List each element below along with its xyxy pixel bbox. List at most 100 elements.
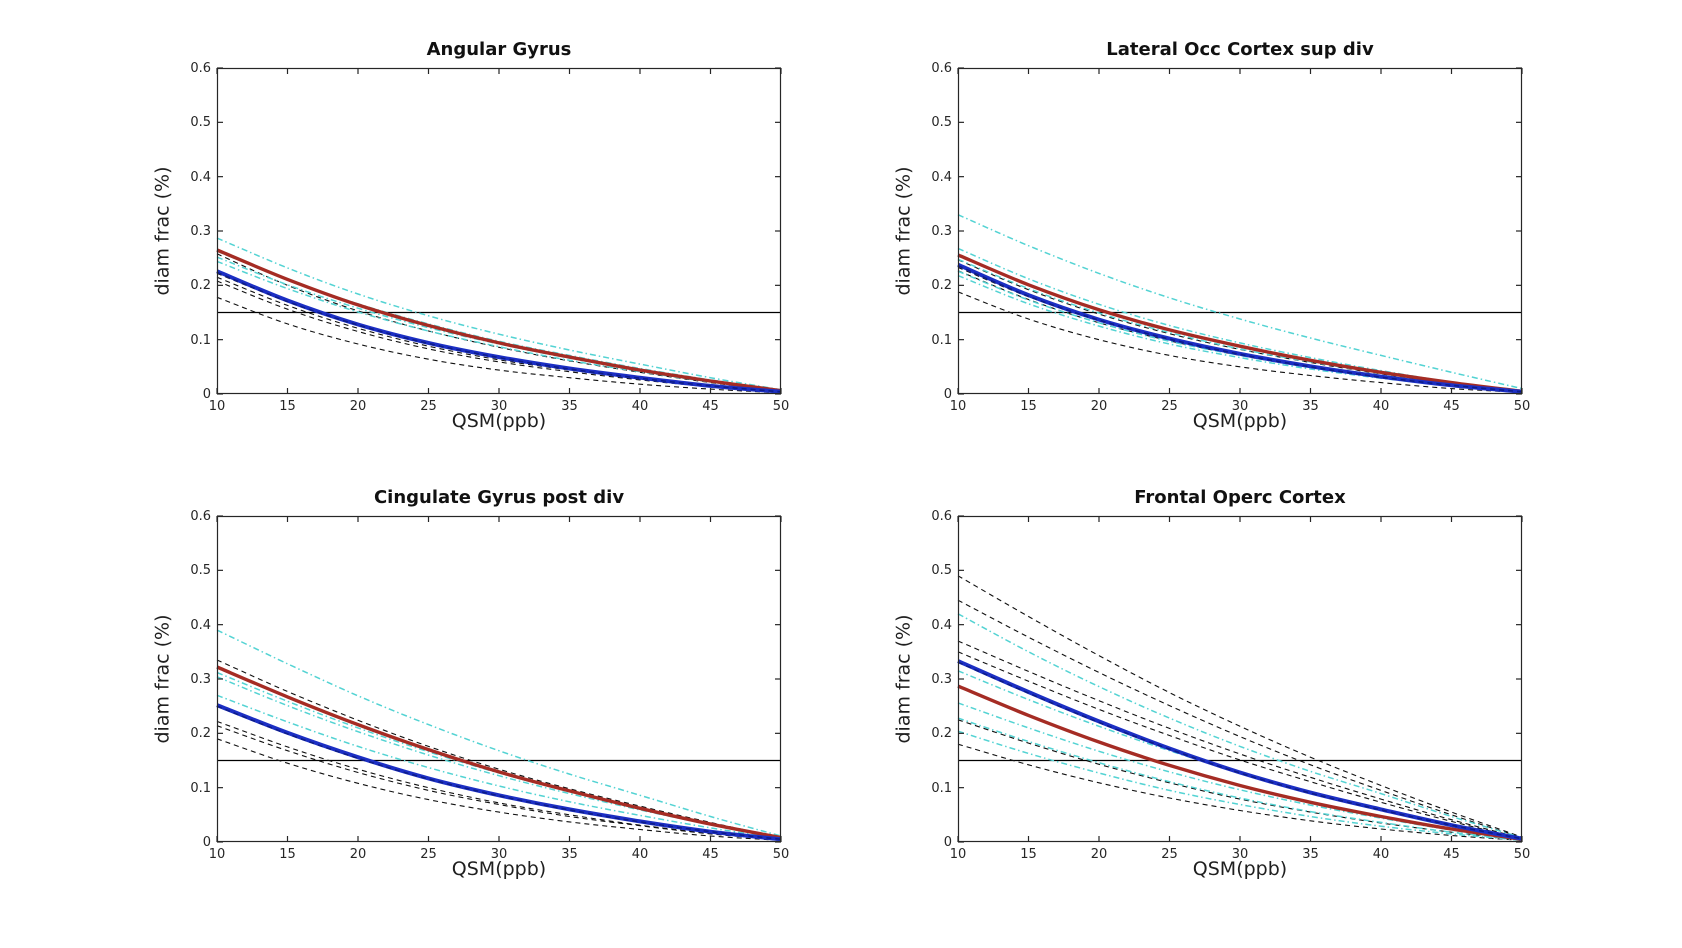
series-black-dashed-1 [957,259,1523,392]
series-black-dashed-1 [216,253,782,392]
subplot-lateral-occ-cortex-sup-div: Lateral Occ Cortex sup div diam frac (%)… [893,39,1530,432]
series-red-thick-mean [216,248,782,393]
x-tick-label: 30 [1231,399,1249,414]
series-black-dashed-5 [216,296,782,394]
series-black-dashed-2 [216,720,782,841]
plot-box-border [216,515,782,843]
x-tick-label: 40 [631,399,649,414]
x-axis-label: QSM(ppb) [451,410,547,432]
plot-box-border [216,67,782,395]
y-tick-label: 0.1 [931,332,952,348]
plot-title: Cingulate Gyrus post div [373,487,625,508]
y-tick-label: 0 [202,835,211,850]
series-cyan-dashdot-4 [957,717,1523,841]
series-cyan-dashdot-1 [216,237,782,391]
x-tick-label: 25 [1161,399,1178,414]
plot-title: Lateral Occ Cortex sup div [1106,39,1374,60]
x-tick-label: 30 [490,399,508,414]
x-tick-label: 30 [490,847,508,862]
y-tick-label: 0.5 [931,115,952,131]
x-tick-label: 45 [702,847,719,862]
series-navy-dashed-overlay [957,661,1523,840]
y-tick-label: 0.3 [931,672,952,687]
y-tick-label: 0.4 [190,169,211,185]
series-cyan-dashdot-4 [216,260,782,392]
x-tick-label: 15 [1020,847,1037,862]
x-axis-label: QSM(ppb) [1192,410,1288,432]
x-tick-label: 45 [1443,399,1460,414]
y-tick-label: 0.5 [931,563,952,579]
x-tick-label: 40 [631,847,649,862]
series-black-dashed-4 [216,738,782,841]
series-black-dashed-3 [957,640,1523,839]
plot-area [957,67,1523,395]
y-tick-label: 0.2 [931,278,952,294]
x-tick-label: 45 [702,399,719,414]
x-tick-label: 10 [949,847,967,862]
y-tick-label: 0.1 [190,780,211,796]
y-tick-label: 0.2 [931,726,952,742]
x-tick-label: 40 [1372,847,1390,862]
y-tick-label: 0.4 [931,169,952,185]
x-tick-label: 35 [561,847,578,862]
x-tick-label: 50 [1513,847,1531,862]
subplot-frontal-operc-cortex: Frontal Operc Cortex diam frac (%) QSM(p… [893,487,1530,880]
series-cyan-dashdot-5 [957,730,1523,842]
y-tick-label: 0 [202,387,211,402]
y-tick-label: 0.4 [931,617,952,633]
y-tick-label: 0.6 [931,509,952,524]
plot-box-border [957,515,1523,843]
series-cyan-dashdot-3 [957,258,1523,393]
x-tick-label: 50 [772,847,790,862]
x-tick-label: 15 [1020,399,1037,414]
y-tick-label: 0.2 [190,726,211,742]
y-tick-label: 0.6 [931,61,952,76]
x-tick-label: 25 [420,847,437,862]
series-red-thick-mean [957,253,1523,393]
series-cyan-dashdot-1 [957,613,1523,839]
series-cyan-dashdot-2 [216,250,782,391]
y-tick-label: 0 [943,835,952,850]
x-tick-label: 20 [1090,847,1108,862]
x-tick-label: 30 [1231,847,1249,862]
series-cyan-dashdot-1 [957,214,1523,390]
series-navy-dashed-overlay [957,265,1523,393]
y-tick-label: 0.1 [190,332,211,348]
x-tick-label: 20 [349,399,367,414]
y-tick-label: 0.6 [190,61,211,76]
series-black-dashed-2 [957,266,1523,393]
x-tick-label: 35 [561,399,578,414]
x-tick-label: 50 [772,399,790,414]
y-tick-label: 0.3 [931,224,952,239]
x-tick-label: 40 [1372,399,1390,414]
series-black-dashed-1 [216,659,782,839]
x-tick-label: 45 [1443,847,1460,862]
series-red-thick-mean [957,684,1523,841]
series-cyan-dashdot-3 [216,256,782,392]
plot-title: Frontal Operc Cortex [1134,487,1346,508]
y-tick-label: 0.1 [931,780,952,796]
plot-area [216,515,782,843]
x-tick-label: 10 [949,399,967,414]
x-tick-label: 25 [420,399,437,414]
y-tick-label: 0.4 [190,617,211,633]
y-tick-label: 0.6 [190,509,211,524]
y-tick-label: 0 [943,387,952,402]
series-black-dashed-1 [957,575,1523,838]
series-black-dashed-4 [957,291,1523,393]
series-red-thick-mean [216,665,782,840]
y-tick-label: 0.3 [190,224,211,239]
x-tick-label: 35 [1302,847,1319,862]
plot-title: Angular Gyrus [426,39,572,60]
x-axis-label: QSM(ppb) [1192,858,1288,880]
series-blue-thick-mean [957,262,1523,394]
x-tick-label: 10 [208,847,226,862]
subplot-cingulate-gyrus-post-div: Cingulate Gyrus post div diam frac (%) Q… [152,487,789,880]
x-tick-label: 25 [1161,847,1178,862]
x-tick-label: 15 [279,847,296,862]
x-tick-label: 10 [208,399,226,414]
plot-area [216,67,782,395]
x-tick-label: 15 [279,399,296,414]
series-cyan-dashdot-4 [216,694,782,840]
x-tick-label: 50 [1513,399,1531,414]
